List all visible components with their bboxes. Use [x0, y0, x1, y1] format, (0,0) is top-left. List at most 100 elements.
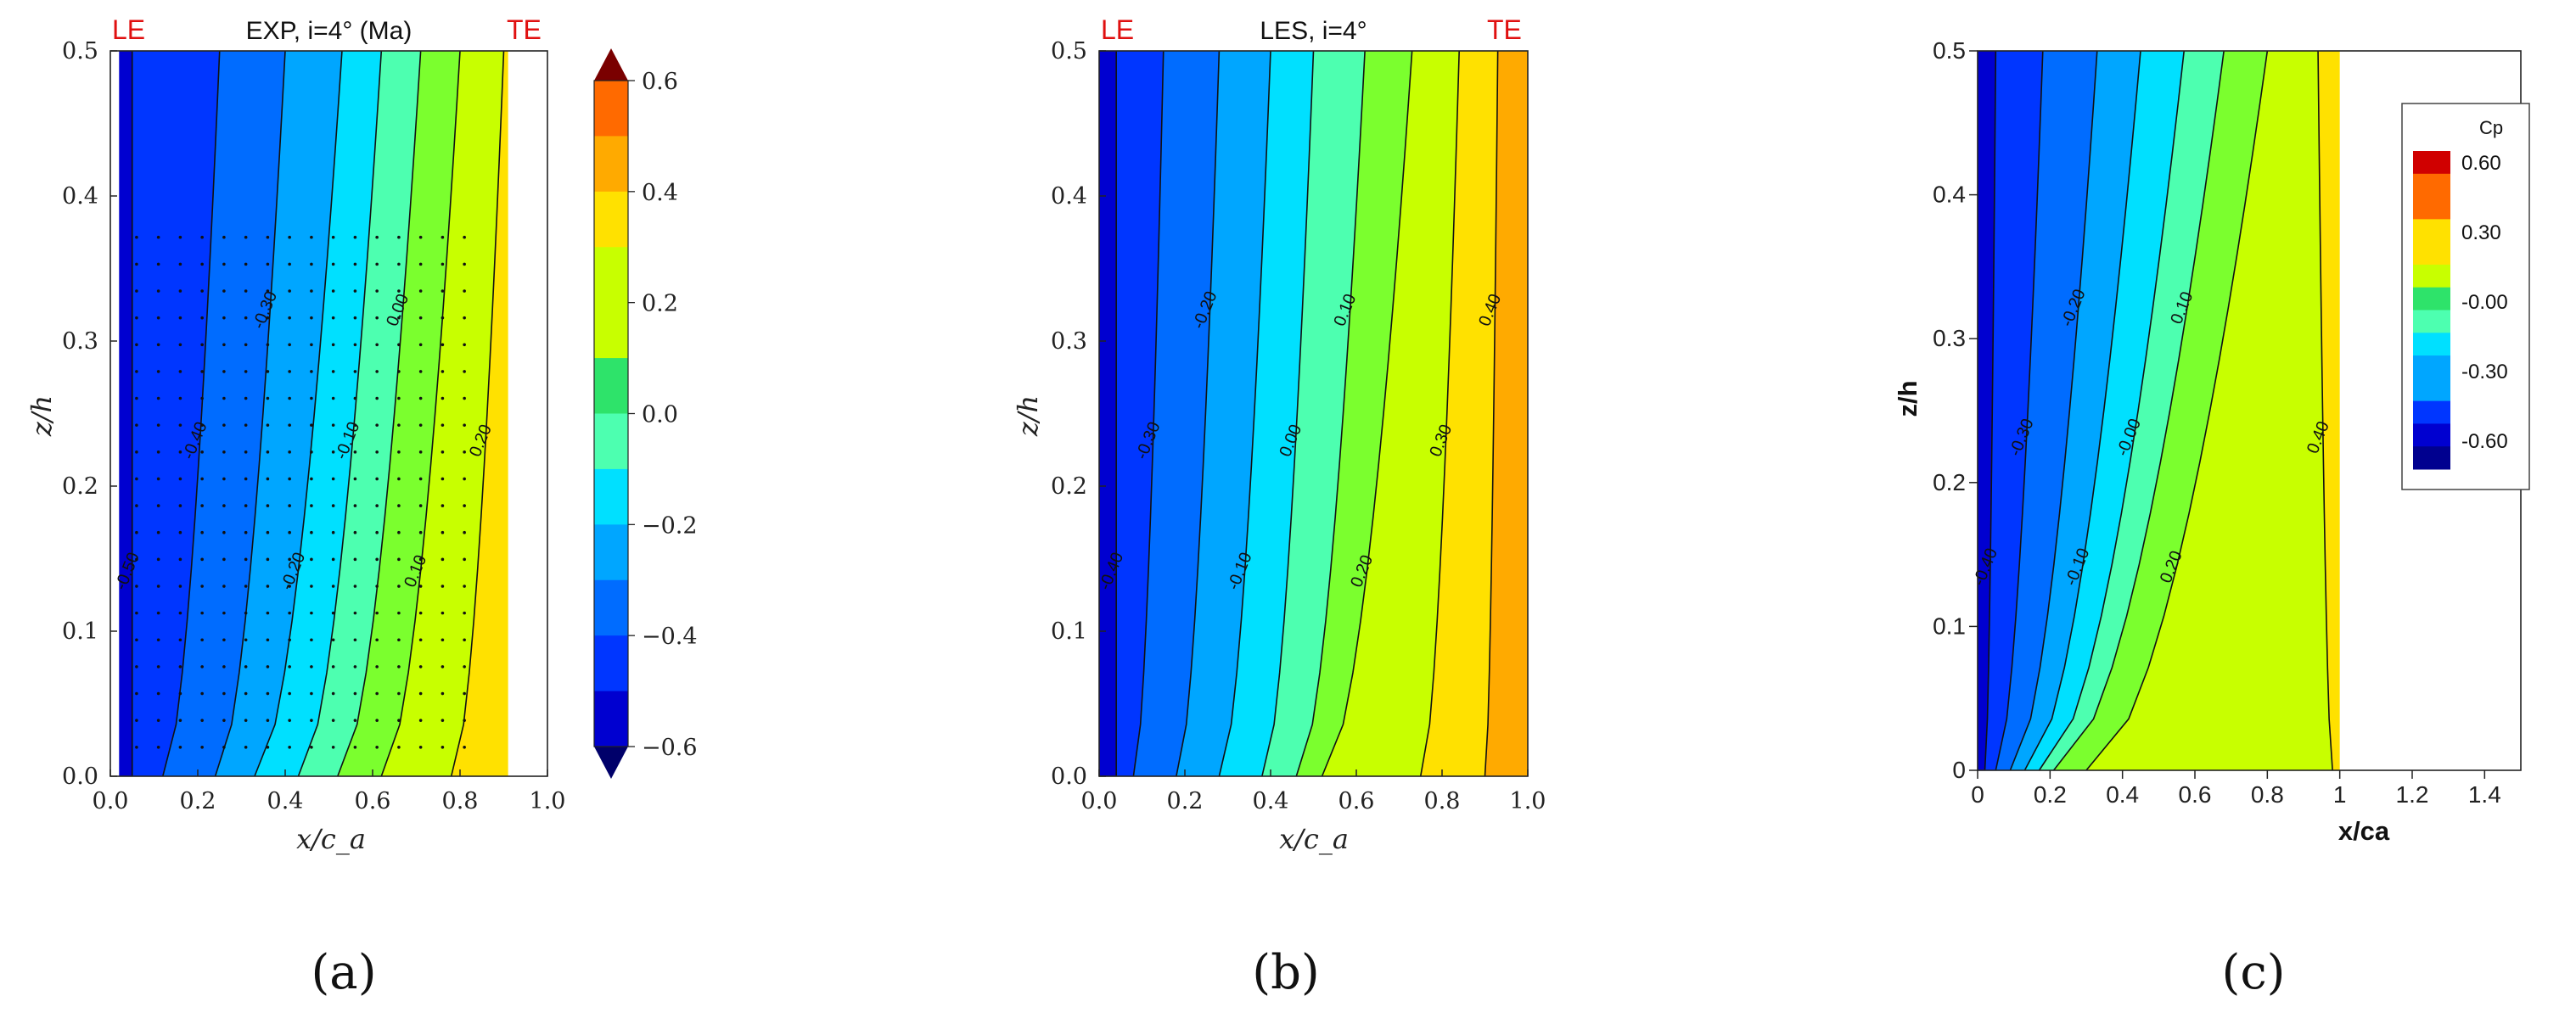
measurement-point [178, 477, 182, 481]
x-tick-label: 0.0 [93, 788, 129, 814]
measurement-point [156, 477, 160, 481]
measurement-point [463, 262, 466, 266]
x-tick-label: 1.0 [530, 788, 566, 814]
contour-band [298, 51, 421, 776]
measurement-point [178, 370, 182, 373]
x-tick-label: 0.2 [180, 788, 216, 814]
measurement-point [244, 423, 248, 427]
contour-band [337, 51, 460, 776]
legend-swatch [2413, 355, 2450, 379]
contour-band [162, 51, 285, 776]
contour-line [214, 50, 286, 777]
contour-band [1219, 51, 1314, 776]
measurement-point [135, 557, 138, 562]
panel-caption: (c) [2221, 945, 2285, 1000]
measurement-point [266, 530, 270, 534]
measurement-point [441, 746, 445, 749]
colorbar-tick-label: 0.2 [642, 291, 678, 317]
measurement-point [178, 665, 182, 669]
measurement-point [310, 235, 313, 239]
measurement-point [200, 289, 204, 293]
contour-line [162, 50, 221, 777]
colorbar-extend-bottom [594, 747, 628, 779]
measurement-point [397, 665, 401, 669]
colorbar-segment [594, 468, 628, 525]
measurement-point [353, 316, 357, 320]
measurement-point [135, 235, 138, 239]
measurement-point [463, 691, 466, 696]
measurement-point [266, 719, 270, 722]
y-tick-label: 0.3 [1933, 325, 1966, 351]
measurement-point [135, 316, 138, 320]
x-tick-label: 0 [1971, 781, 1984, 808]
measurement-point [418, 316, 423, 320]
panel-caption: (b) [1252, 945, 1320, 1000]
measurement-point [310, 746, 313, 749]
measurement-point [310, 450, 313, 454]
measurement-point [353, 530, 357, 534]
measurement-point [222, 665, 226, 669]
measurement-point [244, 343, 248, 347]
x-tick-label: 0.8 [1424, 788, 1461, 814]
contour-band [2010, 51, 2141, 770]
measurement-point [178, 557, 182, 562]
measurement-point [156, 370, 160, 373]
measurement-point [353, 557, 357, 562]
panel-caption: (a) [311, 945, 376, 1000]
measurement-point [288, 557, 291, 562]
plot-frame [1098, 50, 1529, 777]
measurement-point [156, 719, 160, 722]
measurement-point [244, 450, 248, 454]
contour-line [2038, 50, 2185, 771]
measurement-point [135, 423, 138, 427]
measurement-point [135, 289, 138, 293]
measurement-point [418, 477, 423, 481]
measurement-point [244, 585, 248, 588]
measurement-point [266, 289, 270, 293]
measurement-point [418, 504, 423, 507]
measurement-point [288, 316, 291, 320]
measurement-point [200, 477, 204, 481]
measurement-point [200, 665, 204, 669]
measurement-point [310, 557, 313, 562]
measurement-point [418, 289, 423, 293]
measurement-point [353, 691, 357, 696]
measurement-point [135, 530, 138, 534]
measurement-point [310, 691, 313, 696]
measurement-point [178, 423, 182, 427]
measurement-point [418, 557, 423, 562]
measurement-point [156, 450, 160, 454]
contour-line [380, 50, 461, 777]
measurement-point [375, 638, 379, 642]
measurement-point [375, 477, 379, 481]
measurement-point [375, 370, 379, 373]
contour-band [2039, 51, 2225, 770]
measurement-point [441, 585, 445, 588]
measurement-point [353, 746, 357, 749]
measurement-point [244, 370, 248, 373]
measurement-point [156, 691, 160, 696]
measurement-point [375, 665, 379, 669]
y-tick-label: 0.1 [62, 618, 98, 645]
contour-line [1995, 50, 2044, 771]
contour-line [297, 50, 383, 777]
y-tick-label: 0.2 [1933, 469, 1966, 495]
measurement-point [397, 450, 401, 454]
measurement-point [178, 719, 182, 722]
measurement-point [178, 504, 182, 507]
measurement-point [463, 235, 466, 239]
measurement-point [375, 423, 379, 427]
measurement-point [397, 530, 401, 534]
trailing-edge-label: TE [1487, 14, 1522, 45]
measurement-point [156, 746, 160, 749]
measurement-point [375, 585, 379, 588]
measurement-point [397, 289, 401, 293]
measurement-point [418, 530, 423, 534]
measurement-point [178, 450, 182, 454]
measurement-point [266, 746, 270, 749]
measurement-point [244, 235, 248, 239]
measurement-point [310, 665, 313, 669]
measurement-point [331, 450, 335, 454]
measurement-point [200, 235, 204, 239]
measurement-point [353, 504, 357, 507]
